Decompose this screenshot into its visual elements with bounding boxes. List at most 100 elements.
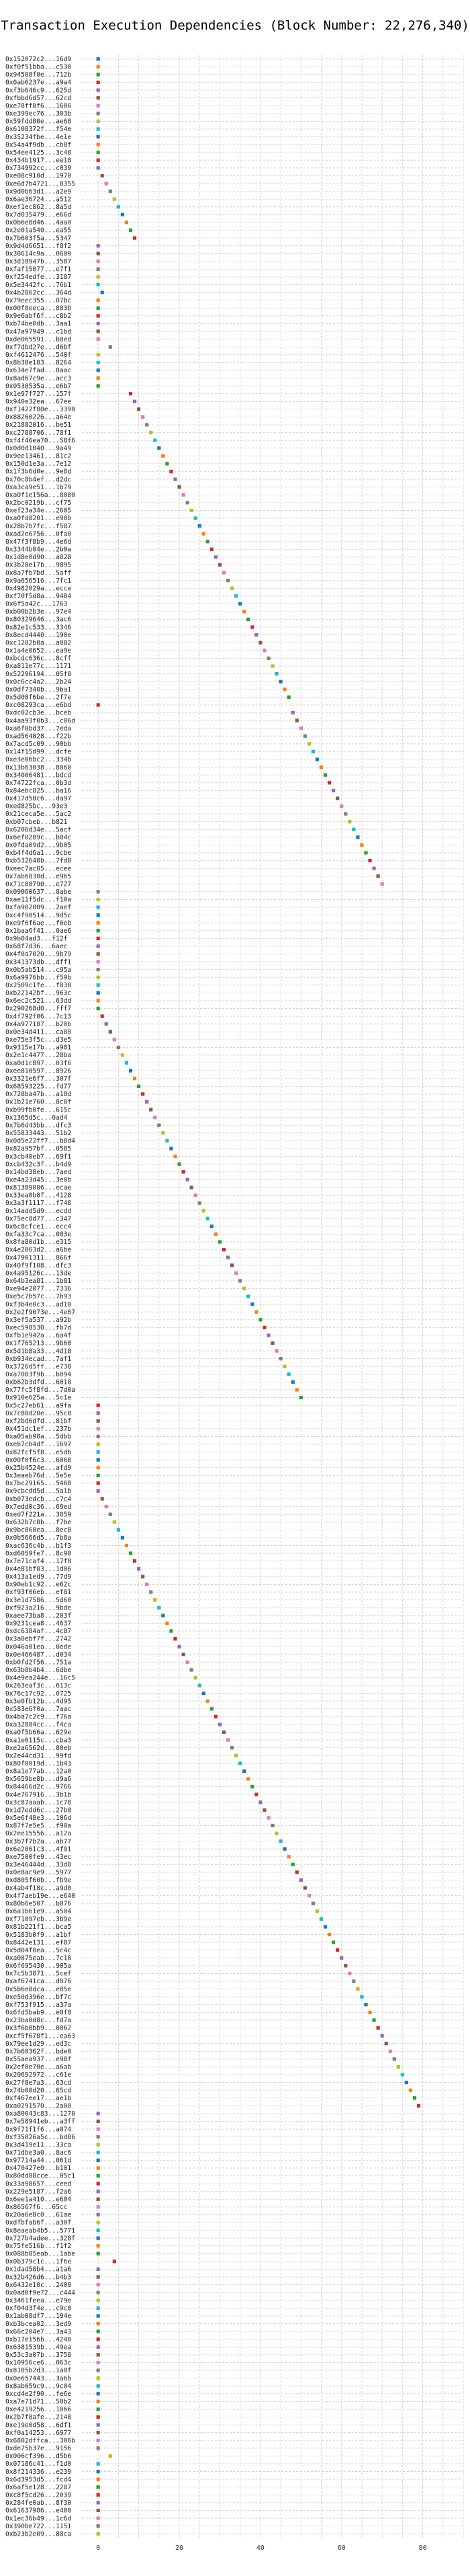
transaction-hash-label: 0x470427e0...b101: [5, 2165, 71, 2172]
transaction-hash-label: 0xc1282b8a...a082: [5, 639, 71, 647]
dependency-point: [116, 1045, 120, 1050]
dependency-point: [96, 2112, 100, 2116]
dependency-point: [263, 1808, 267, 1812]
transaction-hash-label: 0x229e5187...f2a6: [5, 2188, 71, 2196]
transaction-hash-label: 0x6e2061c3...4f91: [5, 1845, 71, 1853]
transaction-hash-label: 0x6ef0289c...b04c: [5, 834, 71, 841]
dependency-point: [234, 594, 238, 598]
dependency-point: [96, 2508, 100, 2513]
transaction-hash-label: 0x9f71f1f6...a074: [5, 2126, 71, 2133]
dependency-point: [392, 2057, 396, 2061]
dependency-point: [263, 1325, 267, 1329]
transaction-hash-label: 0x84466d2c...9766: [5, 1784, 71, 1791]
transaction-hash-label: 0xa3ca9e51...1b79: [5, 484, 71, 491]
transaction-hash-label: 0x82a957bf...0585: [5, 1145, 71, 1153]
transaction-hash-label: 0x4ab4f18c...a9d0: [5, 1884, 71, 1892]
dependency-point: [96, 384, 100, 388]
dependency-point: [181, 493, 185, 497]
dependency-point: [185, 1177, 189, 1181]
transaction-hash-label: 0x9231cea8...4637: [5, 1620, 71, 1628]
dependency-point: [250, 1784, 254, 1789]
transaction-hash-label: 0xe3e06bc2...334b: [5, 756, 71, 763]
dependency-point: [295, 718, 299, 722]
transaction-hash-label: 0x3321e6f7...307f: [5, 1075, 71, 1083]
transaction-hash-label: 0x0ab6237e...a9a4: [5, 79, 71, 87]
dependency-point: [108, 345, 112, 349]
dependency-point: [250, 1302, 254, 1306]
transaction-hash-label: 0x09060637...8abe: [5, 888, 71, 896]
dependency-point: [116, 205, 120, 209]
transaction-hash-label: 0x4b2862cc...364d: [5, 289, 71, 296]
transaction-hash-label: 0x7acd5c09...90bb: [5, 741, 71, 748]
transaction-hash-label: 0xe75e3f5c...d3e5: [5, 1036, 71, 1044]
dependency-point: [360, 1995, 364, 1999]
dependency-point: [96, 1427, 100, 1431]
transaction-hash-label: 0x417d58c6...da97: [5, 795, 71, 802]
transaction-hash-label: 0xa7083f9b...b094: [5, 1371, 71, 1378]
dependency-point: [112, 2259, 116, 2263]
transaction-hash-label: 0x1365d5c...0ad4: [5, 1114, 68, 1122]
dependency-point: [145, 1099, 149, 1104]
dependency-point: [112, 1520, 116, 1524]
dependency-point: [96, 1466, 100, 1470]
transaction-hash-label: 0xa0f1e156a...8080: [5, 491, 75, 499]
dependency-point: [108, 1030, 112, 1034]
dependency-point: [96, 275, 100, 279]
dependency-point: [267, 1816, 271, 1820]
dependency-point: [291, 1380, 295, 1384]
dependency-point: [96, 2143, 100, 2147]
dependency-point: [96, 134, 100, 139]
dependency-point: [96, 703, 100, 707]
transaction-hash-label: 0xe7500fe9...43ec: [5, 1854, 71, 1861]
dependency-point: [344, 1964, 348, 1968]
transaction-hash-label: 0x3cb40eb7...69f1: [5, 1153, 71, 1161]
dependency-point: [327, 1932, 332, 1937]
transaction-hash-label: 0xef1ec862...8a5d: [5, 204, 71, 211]
dependency-point: [396, 2065, 400, 2069]
dependency-point: [136, 407, 141, 411]
transaction-hash-label: 0xf1422f80e...3390: [5, 406, 75, 413]
dependency-point: [348, 1971, 352, 1976]
dependency-point: [104, 181, 108, 185]
dependency-point: [96, 1006, 100, 1011]
dependency-point: [161, 1131, 165, 1135]
transaction-hash-label: 0x940e32ea...67ee: [5, 399, 71, 406]
transaction-hash-label: 0xf35026a5c...bd86: [5, 2134, 75, 2141]
transaction-hash-label: 0x2e44cd31...99fd: [5, 1752, 71, 1759]
transaction-hash-label: 0xb62b3dfd...6018: [5, 1379, 71, 1386]
dependency-point: [96, 1403, 100, 1407]
transaction-hash-label: 0xe78ff8f6...1606: [5, 102, 71, 110]
transaction-hash-label: 0x14add5d9...ecdd: [5, 1208, 71, 1215]
transaction-hash-label: 0x82e1c533...3346: [5, 624, 71, 631]
dependency-point: [153, 1116, 157, 1120]
dependency-points: [96, 57, 421, 2536]
dependency-point: [408, 2088, 413, 2092]
transaction-hash-label: 0x6a9976bb...f59b: [5, 974, 71, 981]
transaction-hash-label: 0xde75b37e...9156: [5, 2445, 71, 2452]
transaction-hash-label: 0x9315e17b...a981: [5, 1044, 71, 1052]
transaction-hash-label: 0x28b7b7fc...f587: [5, 523, 71, 530]
transaction-hash-label: 0x74b00d20...65cd: [5, 2087, 71, 2094]
transaction-hash-label: 0x0b5666d5...7b8a: [5, 1534, 71, 1542]
transaction-hash-label: 0xe08c910d...1970: [5, 173, 71, 180]
transaction-hash-label: 0x1d7edd6c...27b0: [5, 1806, 71, 1814]
transaction-hash-label: 0xf3b646c9...625d: [5, 87, 71, 94]
transaction-hash-label: 0x3ef5a537...a92b: [5, 1317, 71, 1324]
transaction-hash-label: 0xe4219256...1066: [5, 2406, 71, 2413]
transaction-hash-label: 0xe50d396e...bf7c: [5, 1993, 71, 2001]
transaction-hash-label: 0x6381539b...49ea: [5, 2343, 71, 2351]
transaction-labels: 0x152072c2...16d90xf0f51bba...c5300x9450…: [5, 56, 75, 2538]
transaction-hash-label: 0x3e1d7586...5d60: [5, 1597, 71, 1604]
transaction-hash-label: 0x6ee1a410...e604: [5, 2196, 71, 2203]
transaction-hash-label: 0x4f792f06...7c13: [5, 1013, 71, 1020]
dependency-point: [96, 119, 100, 124]
transaction-hash-label: 0x40f9f108...dfc3: [5, 1262, 71, 1270]
dependency-point: [96, 329, 100, 333]
transaction-hash-label: 0x86567f6...65cc: [5, 2204, 67, 2211]
dependency-point: [153, 438, 157, 442]
dependency-point: [96, 975, 100, 979]
transaction-hash-label: 0x3e0fb12b...4d95: [5, 1698, 71, 1705]
dependency-point: [96, 283, 100, 287]
dependency-point: [372, 866, 376, 870]
transaction-hash-label: 0x8105b2d3...1a0f: [5, 2367, 71, 2374]
